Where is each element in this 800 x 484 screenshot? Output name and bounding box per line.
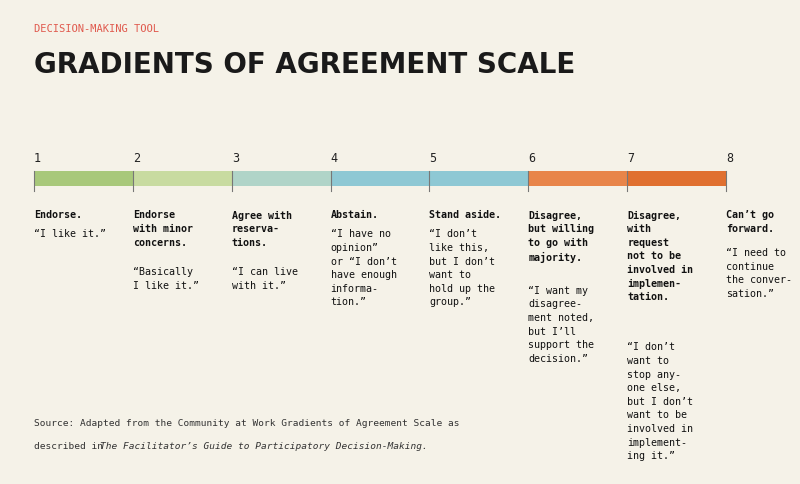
Text: Source: Adapted from the Community at Work Gradients of Agreement Scale as: Source: Adapted from the Community at Wo… bbox=[34, 419, 459, 428]
Text: Disagree,
but willing
to go with
majority.: Disagree, but willing to go with majorit… bbox=[528, 211, 594, 263]
Text: Agree with
reserva-
tions.: Agree with reserva- tions. bbox=[232, 211, 292, 248]
Bar bbox=[34, 171, 133, 186]
Text: 7: 7 bbox=[627, 152, 634, 165]
Bar bbox=[627, 171, 726, 186]
Text: “I don’t
want to
stop any-
one else,
but I don’t
want to be
involved in
implemen: “I don’t want to stop any- one else, but… bbox=[627, 342, 694, 461]
Text: 5: 5 bbox=[430, 152, 437, 165]
Text: 1: 1 bbox=[34, 152, 41, 165]
Text: Can’t go
forward.: Can’t go forward. bbox=[726, 211, 774, 234]
Text: Disagree,
with
request
not to be
involved in
implemen-
tation.: Disagree, with request not to be involve… bbox=[627, 211, 694, 302]
Bar bbox=[430, 171, 528, 186]
Text: Stand aside.: Stand aside. bbox=[430, 211, 502, 221]
Text: DECISION-MAKING TOOL: DECISION-MAKING TOOL bbox=[34, 24, 159, 34]
Text: 4: 4 bbox=[330, 152, 338, 165]
Text: “I don’t
like this,
but I don’t
want to
hold up the
group.”: “I don’t like this, but I don’t want to … bbox=[430, 229, 495, 307]
Text: The Facilitator’s Guide to Participatory Decision-Making.: The Facilitator’s Guide to Participatory… bbox=[100, 442, 427, 452]
Text: 8: 8 bbox=[726, 152, 734, 165]
Bar bbox=[232, 171, 330, 186]
Bar bbox=[528, 171, 627, 186]
Text: 3: 3 bbox=[232, 152, 239, 165]
Text: “I have no
opinion”
or “I don’t
have enough
informa-
tion.”: “I have no opinion” or “I don’t have eno… bbox=[330, 229, 397, 307]
Text: “Basically
I like it.”: “Basically I like it.” bbox=[133, 267, 199, 290]
Text: Endorse
with minor
concerns.: Endorse with minor concerns. bbox=[133, 211, 193, 248]
Text: described in: described in bbox=[34, 442, 109, 452]
Text: Abstain.: Abstain. bbox=[330, 211, 378, 221]
Bar bbox=[133, 171, 232, 186]
Text: “I like it.”: “I like it.” bbox=[34, 229, 106, 239]
Text: “I can live
with it.”: “I can live with it.” bbox=[232, 267, 298, 290]
Text: Endorse.: Endorse. bbox=[34, 211, 82, 221]
Text: “I want my
disagree-
ment noted,
but I’ll
support the
decision.”: “I want my disagree- ment noted, but I’l… bbox=[528, 286, 594, 364]
Text: 6: 6 bbox=[528, 152, 535, 165]
Text: GRADIENTS OF AGREEMENT SCALE: GRADIENTS OF AGREEMENT SCALE bbox=[34, 51, 575, 79]
Text: “I need to
continue
the conver-
sation.”: “I need to continue the conver- sation.” bbox=[726, 248, 792, 299]
Text: 2: 2 bbox=[133, 152, 140, 165]
Bar bbox=[330, 171, 430, 186]
